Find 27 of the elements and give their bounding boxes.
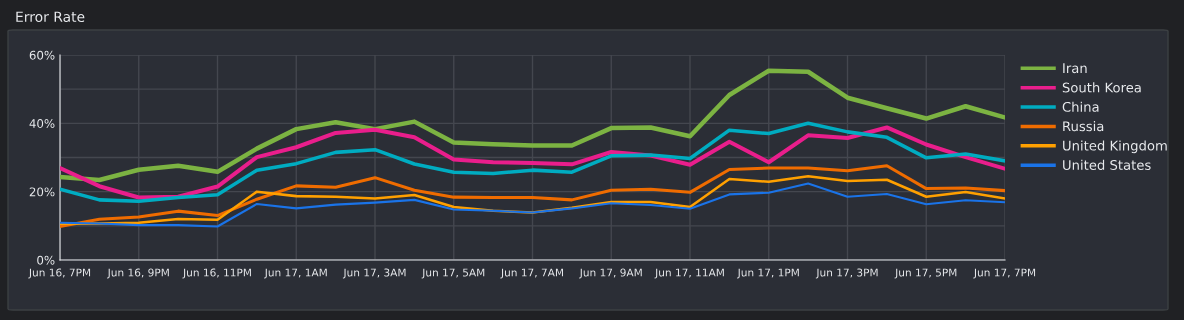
x-tick-label: Jun 17, 5PM	[894, 268, 957, 279]
x-tick-label: Jun 16, 11PM	[182, 268, 251, 279]
x-tick-label: Jun 17, 9AM	[579, 268, 642, 279]
legend-label: Russia	[1063, 121, 1104, 132]
x-tick-label: Jun 16, 9PM	[107, 268, 169, 279]
line-series	[60, 164, 1005, 229]
x-tick-label: Jun 17, 5AM	[421, 268, 485, 279]
x-tick-label: Jun 17, 1AM	[264, 268, 327, 279]
line-series	[60, 182, 1005, 228]
x-tick-label: Jun 16, 7PM	[28, 268, 91, 279]
x-tick-label: Jun 17, 1PM	[737, 268, 799, 279]
x-tick-label: Jun 17, 11AM	[654, 268, 724, 279]
x-tick-label: Jun 17, 3AM	[342, 268, 406, 279]
y-tick-label: 60%	[29, 50, 55, 60]
x-tick-label: Jun 17, 7AM	[500, 268, 563, 279]
x-tick-label: Jun 17, 3PM	[815, 268, 878, 279]
line-series	[60, 68, 1005, 183]
y-tick-label: 20%	[29, 187, 55, 197]
legend-label: United Kingdom	[1063, 140, 1167, 154]
legend-label: Iran	[1063, 63, 1087, 74]
x-tick-label: Jun 17, 7PM	[973, 268, 1036, 279]
y-tick-label: 0%	[37, 255, 55, 265]
legend-label: United States	[1063, 159, 1151, 170]
legend-label: China	[1062, 101, 1099, 112]
chart-title: Error Rate	[16, 11, 85, 23]
y-tick-label: 40%	[29, 119, 55, 128]
legend-label: South Korea	[1062, 82, 1141, 93]
